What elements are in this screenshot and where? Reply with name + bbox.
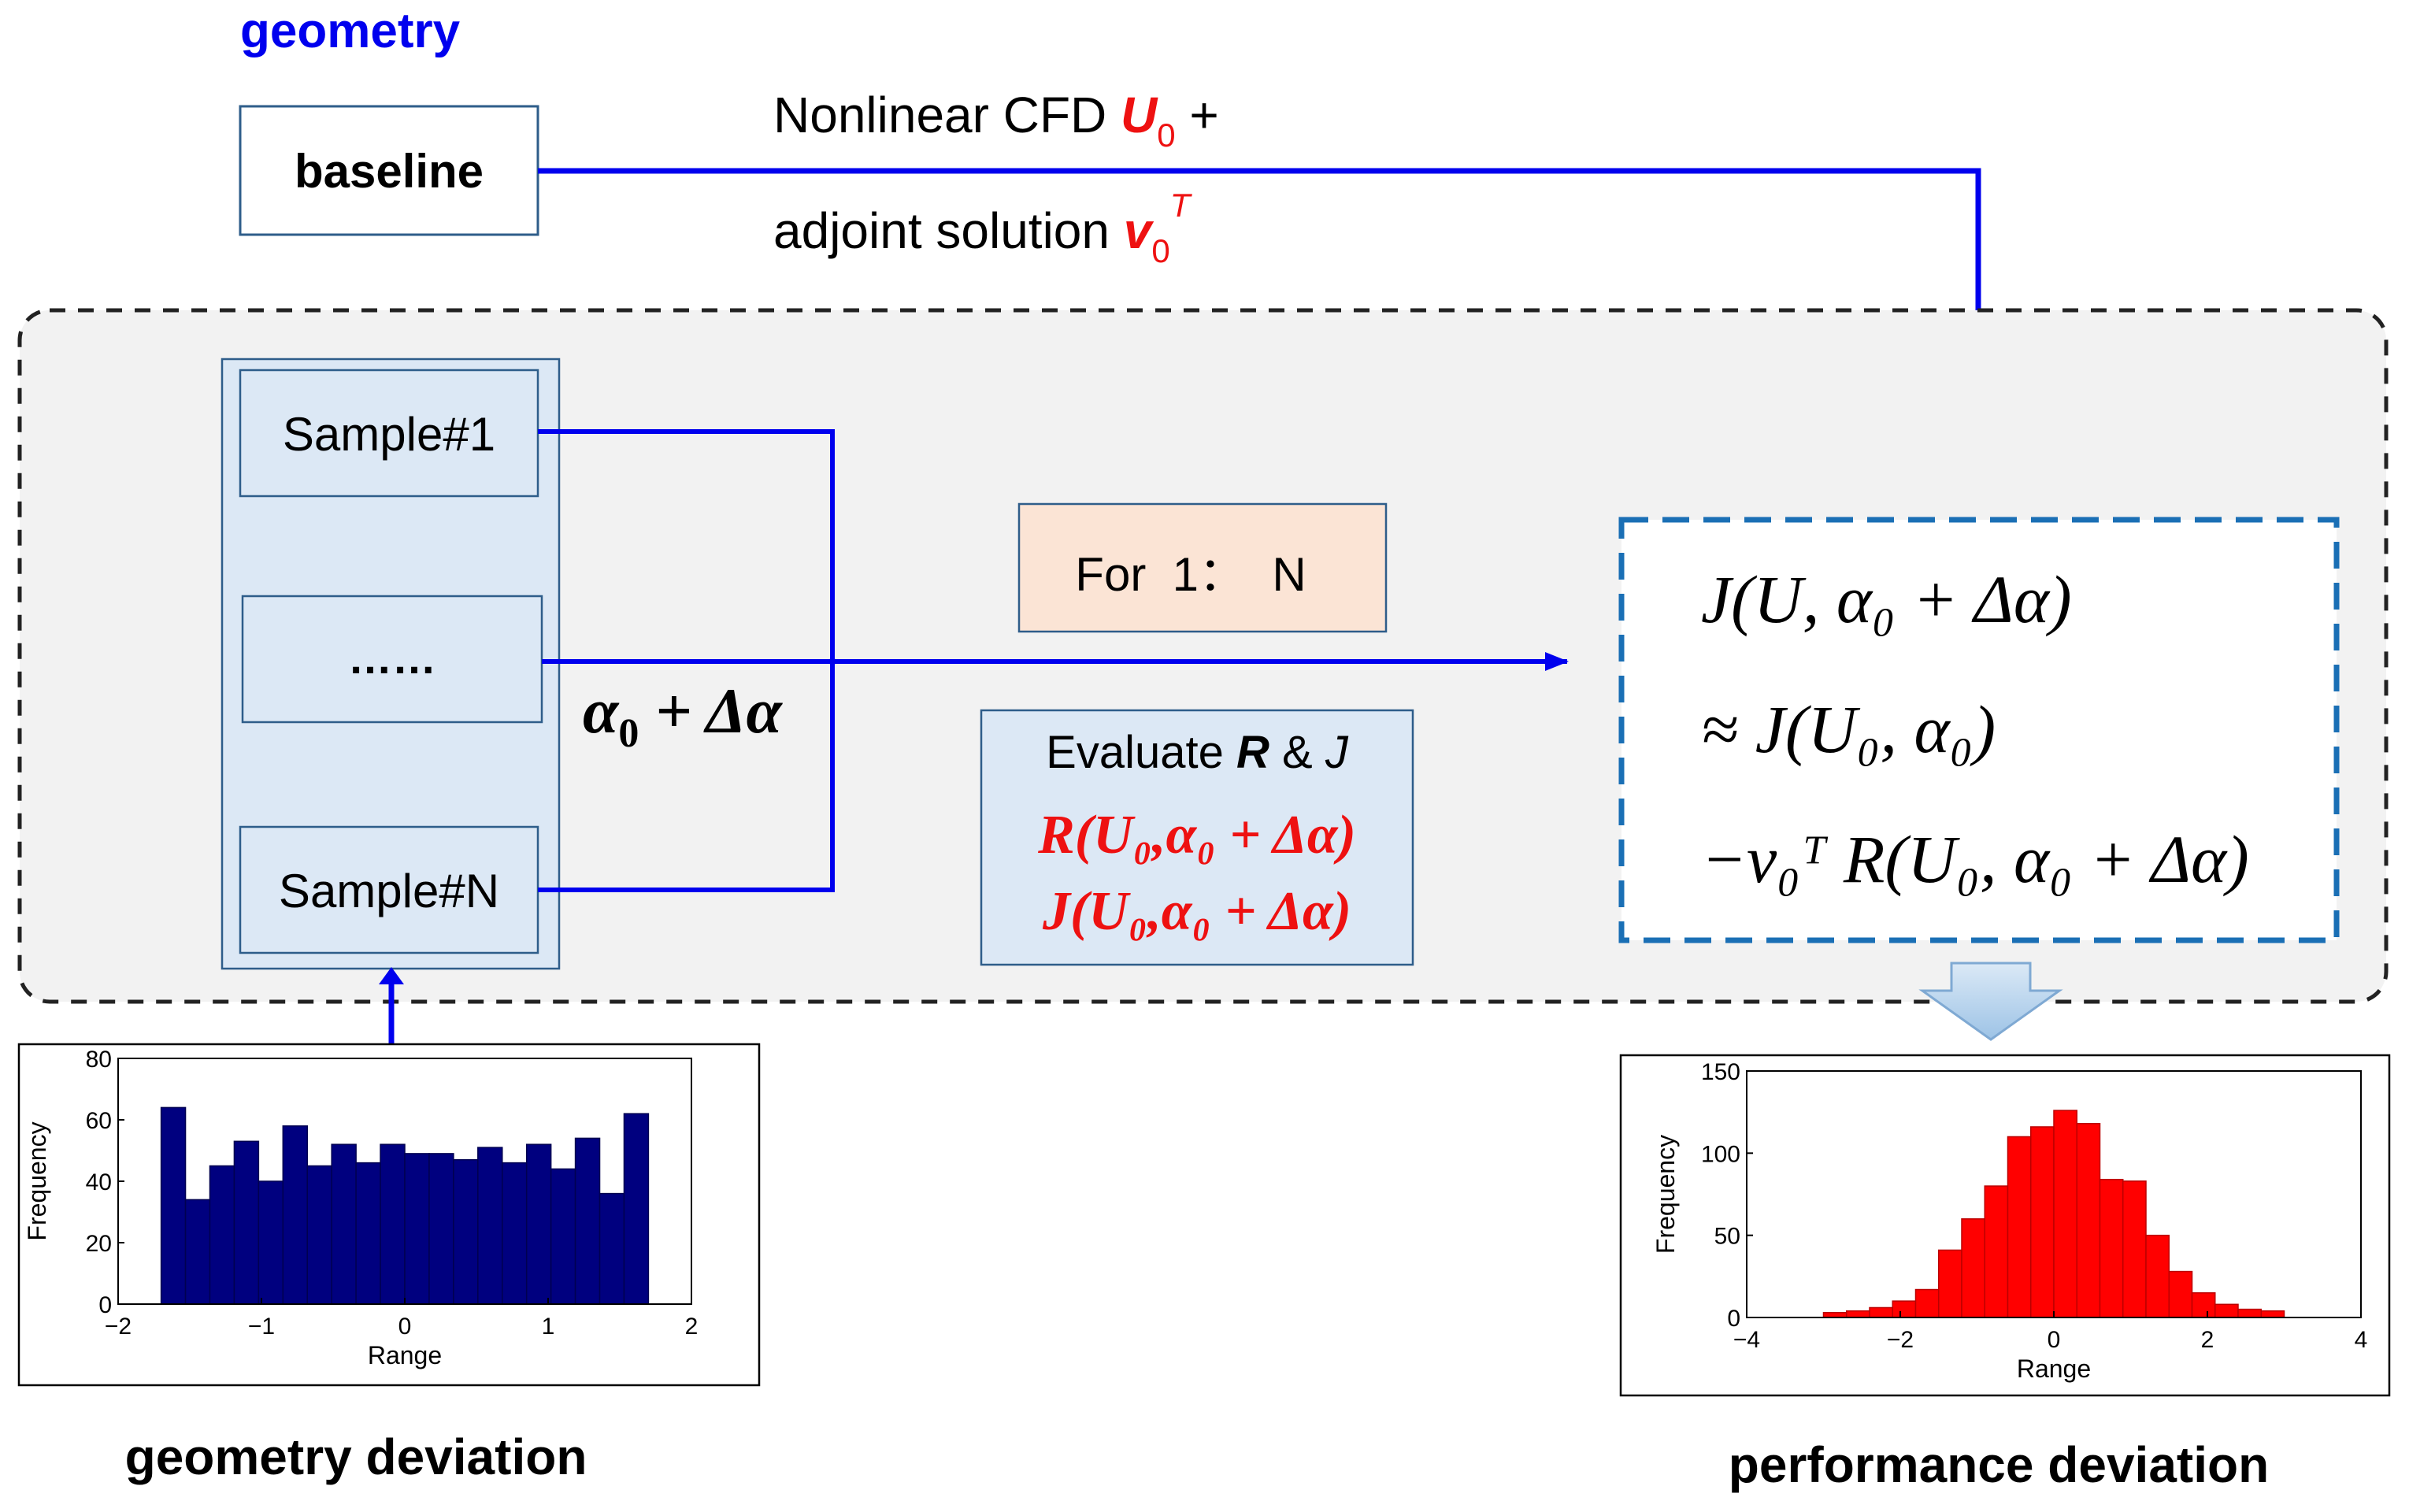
sample-1-box xyxy=(239,369,539,498)
histogram-bar xyxy=(184,1199,211,1305)
histogram-bar xyxy=(2007,1136,2032,1318)
histogram-bar xyxy=(1914,1288,1940,1318)
y-tick-label: 20 xyxy=(86,1231,112,1257)
histogram-bar xyxy=(209,1165,235,1305)
sample-n-label: Sample#N xyxy=(279,865,499,917)
x-tick-label: 2 xyxy=(685,1314,699,1340)
evaluate-box xyxy=(980,709,1414,966)
histogram-bar xyxy=(1846,1310,1870,1318)
x-tick-label: −2 xyxy=(105,1314,132,1340)
down-arrow-icon xyxy=(1918,962,2063,1041)
y-tick-label: 80 xyxy=(86,1047,112,1073)
histogram-bar xyxy=(2053,1110,2077,1318)
loop-box xyxy=(1017,502,1388,633)
histogram-bar xyxy=(2145,1234,2170,1318)
baseline-box xyxy=(239,105,539,236)
histogram-bar xyxy=(525,1143,552,1305)
histogram-bar xyxy=(1938,1249,1962,1318)
geometry-deviation-caption: geometry deviation xyxy=(125,1429,587,1485)
x-tick-label: 0 xyxy=(2048,1327,2061,1353)
x-tick-label: 4 xyxy=(2355,1327,2368,1353)
histogram-bar xyxy=(550,1168,576,1305)
formula-line-2: ≈ J(U₀, α₀) xyxy=(1701,691,1996,767)
histogram-bar xyxy=(2030,1126,2055,1318)
formula-box xyxy=(1618,517,2340,943)
y-tick-label: 40 xyxy=(86,1169,112,1195)
histogram-bar xyxy=(1892,1300,1917,1318)
y-tick-label: 50 xyxy=(1714,1224,1740,1250)
histogram-bar xyxy=(477,1147,503,1305)
sample-1-label: Sample#1 xyxy=(283,408,495,461)
x-tick-label: 2 xyxy=(2201,1327,2214,1353)
y-tick-label: 0 xyxy=(98,1292,112,1318)
formula-line-3: −v₀ᵀ R(U₀, α₀ + Δα) xyxy=(1701,821,2249,897)
histogram-bar xyxy=(574,1137,601,1305)
y-tick-label: 0 xyxy=(1727,1306,1740,1332)
sample-dots-label: …… xyxy=(348,633,436,683)
y-axis-label: Frequency xyxy=(1651,1135,1680,1254)
histogram-bar xyxy=(453,1158,479,1305)
histogram-bar xyxy=(160,1106,187,1305)
histogram-bar xyxy=(1984,1185,2009,1318)
histogram-bar xyxy=(404,1153,430,1305)
baseline-label: baseline xyxy=(295,145,484,198)
performance-deviation-caption: performance deviation xyxy=(1729,1436,2269,1493)
histogram-bar xyxy=(331,1143,357,1305)
evaluate-objective: J(U₀,α₀ + Δα) xyxy=(1042,881,1351,942)
y-axis-label: Frequency xyxy=(23,1121,51,1240)
formula-line-1: J(U, α₀ + Δα) xyxy=(1701,561,2072,637)
histogram-bar xyxy=(502,1162,528,1305)
performance-histogram: −4 −2 0 2 4 0 50 100 150 Range Frequency xyxy=(1651,1059,2367,1383)
histogram-bar xyxy=(355,1162,381,1305)
histogram-bar xyxy=(2168,1270,2193,1318)
histogram-bar xyxy=(282,1125,308,1305)
histogram-bar xyxy=(2214,1303,2239,1318)
geometry-title: geometry xyxy=(240,4,461,58)
histogram-bar xyxy=(428,1153,454,1305)
histogram-bar xyxy=(1961,1218,1985,1318)
y-tick-label: 150 xyxy=(1701,1059,1740,1085)
loop-label: For 1： N xyxy=(1075,548,1306,601)
histogram-bar xyxy=(2076,1123,2101,1318)
histogram-bar xyxy=(2237,1308,2262,1318)
histogram-bar xyxy=(258,1180,284,1305)
alpha-expression: α0 + Δα xyxy=(583,675,783,756)
x-tick-label: −4 xyxy=(1733,1327,1760,1353)
x-axis-label: Range xyxy=(2017,1354,2091,1383)
evaluate-title: Evaluate R & J xyxy=(1046,727,1349,778)
cfd-text: Nonlinear CFD U0 + xyxy=(773,87,1219,154)
x-axis-label: Range xyxy=(368,1341,442,1369)
histogram-bar xyxy=(2191,1292,2216,1318)
y-tick-label: 100 xyxy=(1701,1141,1740,1167)
evaluate-residual: R(U₀,α₀ + Δα) xyxy=(1037,805,1356,865)
histogram-bar xyxy=(306,1165,332,1305)
histogram-bar xyxy=(2122,1180,2147,1318)
histogram-bar xyxy=(1869,1306,1893,1318)
x-tick-label: 0 xyxy=(398,1314,412,1340)
geometry-up-arrowhead-icon xyxy=(379,967,404,984)
histogram-bar xyxy=(380,1143,406,1305)
histogram-bar xyxy=(233,1140,260,1305)
adjoint-text: adjoint solution v0T xyxy=(773,187,1193,269)
sample-dots-box xyxy=(241,595,543,724)
histogram-bar xyxy=(599,1192,625,1305)
histogram-bar xyxy=(2260,1310,2285,1318)
y-tick-label: 60 xyxy=(86,1108,112,1134)
sample-n-box xyxy=(239,825,539,954)
x-tick-label: −1 xyxy=(248,1314,275,1340)
histogram-bar xyxy=(623,1113,650,1305)
x-tick-label: −2 xyxy=(1887,1327,1914,1353)
histogram-bar xyxy=(2099,1178,2124,1318)
x-tick-label: 1 xyxy=(542,1314,555,1340)
